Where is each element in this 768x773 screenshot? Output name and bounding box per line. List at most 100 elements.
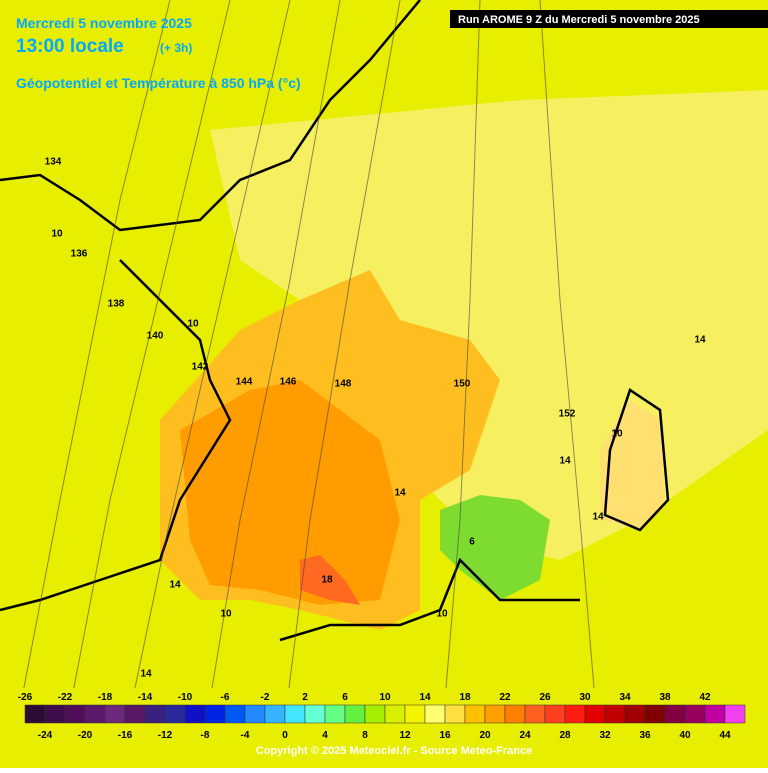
coastline: [0, 259, 232, 612]
contour-label: 134: [45, 157, 62, 168]
colorbar-label: 36: [639, 730, 651, 741]
color-box: [184, 704, 206, 724]
color-box: [324, 704, 346, 724]
coastline: [0, 0, 421, 232]
colorbar-label: 18: [459, 692, 471, 703]
colorbar-label: 44: [719, 730, 731, 741]
colorbar-label: 4: [322, 730, 328, 741]
isohypse: [9, 0, 171, 761]
color-box: [604, 704, 626, 724]
color-box: [464, 704, 486, 724]
colorbar-label: 2: [302, 692, 308, 703]
contour-label: 14: [394, 488, 406, 499]
color-box: [224, 704, 246, 724]
colorbar-label: 20: [479, 730, 491, 741]
colorbar-label: 32: [599, 730, 611, 741]
colorbar-label: -22: [58, 692, 73, 703]
colorbar-label: 24: [519, 730, 531, 741]
contour-label: 136: [71, 249, 88, 260]
colorbar-label: 28: [559, 730, 571, 741]
contour-label: 14: [694, 335, 706, 346]
color-box: [144, 704, 166, 724]
color-box: [104, 704, 126, 724]
contour-label: 14: [169, 580, 181, 591]
colorbar-label: -14: [138, 692, 153, 703]
colorbar-label: 10: [379, 692, 391, 703]
run-box: [450, 10, 768, 28]
contour-label: 14: [592, 512, 604, 523]
color-box: [484, 704, 506, 724]
colorbar-label: 42: [699, 692, 711, 703]
color-box: [284, 704, 306, 724]
isohypse: [119, 0, 291, 761]
colorbar-label: -26: [18, 692, 33, 703]
contour-label: 150: [454, 379, 471, 390]
color-box: [364, 704, 386, 724]
contour-label: 152: [559, 409, 576, 420]
colorbar-label: -16: [118, 730, 133, 741]
colorbar-label: 40: [679, 730, 691, 741]
contour-label: 10: [220, 609, 232, 620]
cold-area: [440, 495, 550, 600]
color-box: [544, 704, 566, 724]
field: Géopotentiel et Température à 850 hPa (°…: [16, 75, 301, 91]
colorbar-label: 30: [579, 692, 591, 703]
isohypse: [539, 0, 601, 761]
colorbar-label: -24: [38, 730, 53, 741]
date: Mercredi 5 novembre 2025: [16, 15, 192, 31]
colorbar-label: 26: [539, 692, 551, 703]
colorbar: -26 -22 -18 -14 -10 -6 -2 2 6 10 14 18 22 26 30 34 38 42-…: [18, 692, 746, 741]
coastline: [279, 557, 580, 642]
colorbar-label: -2: [261, 692, 270, 703]
colorbar-label: -18: [98, 692, 113, 703]
color-box: [204, 704, 226, 724]
contour-label: 10: [611, 429, 623, 440]
color-box: [124, 704, 146, 724]
color-box: [384, 704, 406, 724]
time: 13:00 locale: [16, 36, 124, 57]
color-box: [344, 704, 366, 724]
color-box: [704, 704, 726, 724]
color-box: [404, 704, 426, 724]
isohypse: [199, 0, 341, 761]
color-box: [664, 704, 686, 724]
coastlines: [0, 0, 670, 642]
isohypse: [279, 0, 401, 761]
isohypse: [439, 0, 481, 761]
legend-background: [0, 688, 768, 768]
color-box: [24, 704, 46, 724]
contour-label: 10: [51, 229, 63, 240]
contour-label: 10: [436, 609, 448, 620]
colorbar-label: -12: [158, 730, 173, 741]
color-box: [444, 704, 466, 724]
contour-label: 6: [469, 537, 475, 548]
colorbar-label: -10: [178, 692, 193, 703]
color-box: [684, 704, 706, 724]
color-box: [64, 704, 86, 724]
color-box: [724, 704, 746, 724]
offset: (+ 3h): [160, 41, 192, 55]
contour-label: 14: [140, 669, 152, 680]
contour-label: 18: [321, 575, 333, 586]
run: Run AROME 9 Z du Mercredi 5 novembre 202…: [458, 14, 700, 26]
colorbar-label: 14: [419, 692, 431, 703]
contour-label: 140: [147, 331, 164, 342]
colorbar-label: 12: [399, 730, 411, 741]
colorbar-label: -8: [201, 730, 210, 741]
colorbar-label: 38: [659, 692, 671, 703]
colorbar-label: -4: [241, 730, 250, 741]
contour-label: 144: [236, 377, 253, 388]
contour-label: 10: [187, 319, 199, 330]
color-box: [624, 704, 646, 724]
colorbar-label: -20: [78, 730, 93, 741]
color-box: [564, 704, 586, 724]
colorbar-label: -6: [221, 692, 230, 703]
color-box: [644, 704, 666, 724]
colorbar-label: 34: [619, 692, 631, 703]
contour-label: 148: [335, 379, 352, 390]
coastline: [603, 388, 670, 532]
color-box: [524, 704, 546, 724]
